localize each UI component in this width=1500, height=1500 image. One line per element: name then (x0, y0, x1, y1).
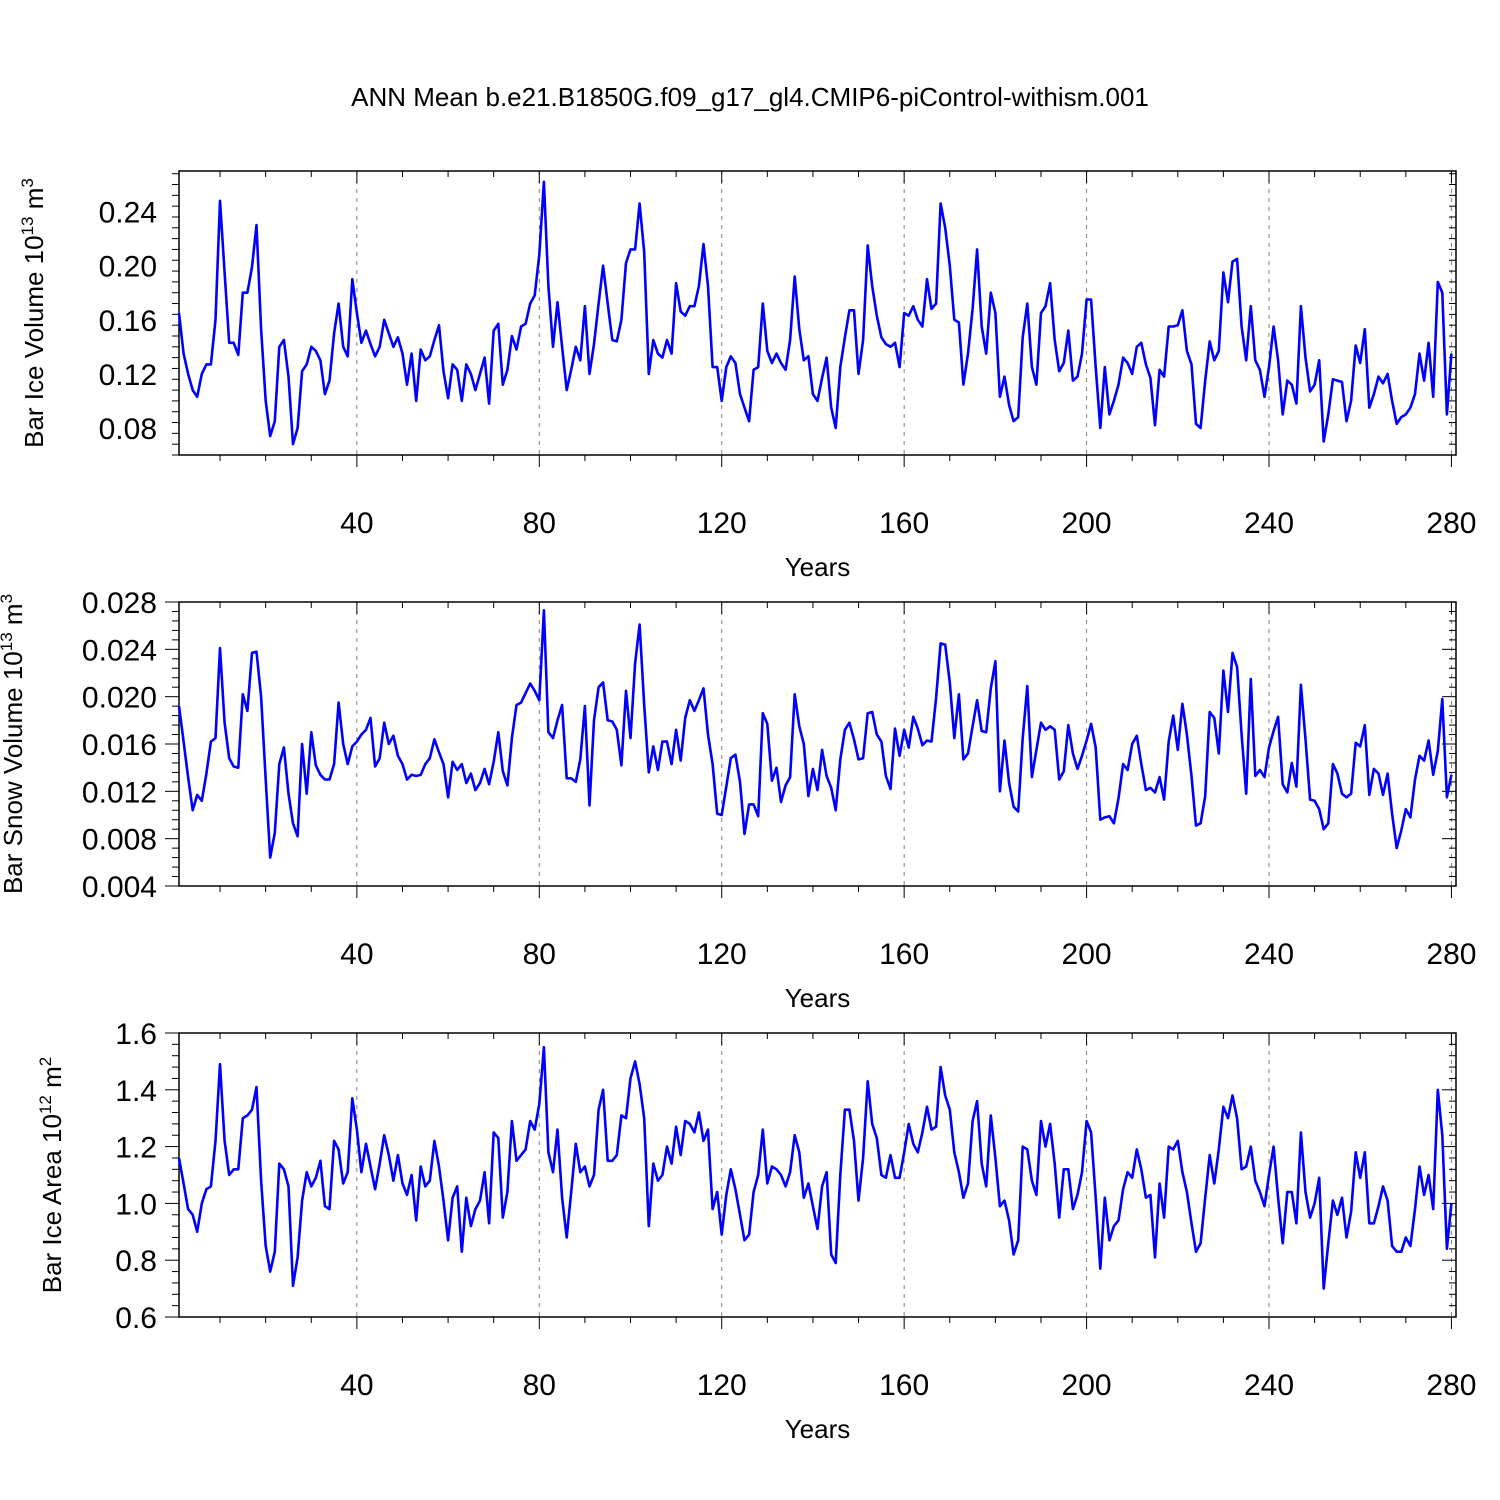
y-axis-title-exponent: 13 (18, 216, 37, 235)
x-tick-label: 200 (1062, 507, 1112, 540)
y-axis-title-text: Bar Ice Volume 10 (19, 235, 49, 447)
plot-frame (178, 601, 1457, 887)
x-tick-label: 240 (1244, 1369, 1294, 1402)
x-axis-title: Years (785, 1414, 851, 1444)
x-tick-label: 200 (1062, 1369, 1112, 1402)
plot-frame (178, 1032, 1457, 1318)
y-axis-title-exponent: 13 (0, 632, 16, 651)
series-line (177, 608, 1453, 859)
y-axis-title: Bar Snow Volume 1013 m3 (0, 594, 28, 894)
y-tick-label: 0.012 (82, 776, 157, 809)
y-tick-label: 0.12 (99, 359, 157, 392)
x-tick-label: 40 (340, 938, 373, 971)
series-line (177, 1045, 1453, 1290)
plot-frame (178, 170, 1457, 456)
panel-ice-area: 0.6 0.8 1.0 1.2 1.4 1.6 40 80 120 160 200 240 280 Yea… (36, 1018, 1476, 1444)
y-tick-label: 0.024 (82, 634, 157, 667)
x-axis-title: Years (785, 983, 851, 1013)
y-axis-title-unit: m (19, 188, 49, 217)
y-tick-label: 0.004 (82, 871, 157, 904)
panel-ice-volume: 0.08 0.12 0.16 0.20 0.24 40 80 120 160 200 240 280 Y… (18, 170, 1476, 582)
x-tick-label: 80 (523, 1369, 556, 1402)
y-axis-title-unit-exponent: 3 (18, 178, 37, 187)
x-tick-label: 280 (1426, 507, 1476, 540)
x-tick-label: 240 (1244, 507, 1294, 540)
panel-snow-volume: 0.004 0.008 0.012 0.016 0.020 0.024 0.028 40 80 1… (0, 587, 1476, 1013)
y-axis-title-text: Bar Snow Volume 10 (0, 651, 28, 894)
y-tick-label: 0.8 (115, 1245, 157, 1278)
y-tick-label: 0.24 (99, 197, 157, 230)
x-tick-label: 120 (697, 507, 747, 540)
y-tick-label: 1.2 (115, 1132, 157, 1165)
y-tick-label: 0.008 (82, 824, 157, 857)
y-tick-label: 1.4 (115, 1075, 157, 1108)
x-tick-label: 160 (879, 507, 929, 540)
y-axis-title-exponent: 12 (36, 1095, 55, 1114)
y-axis-title-unit: m (0, 603, 28, 632)
x-tick-label: 40 (340, 1369, 373, 1402)
figure-title: ANN Mean b.e21.B1850G.f09_g17_gl4.CMIP6-… (351, 82, 1149, 112)
y-tick-label: 1.0 (115, 1188, 157, 1221)
x-tick-label: 160 (879, 938, 929, 971)
x-tick-label: 80 (523, 507, 556, 540)
y-tick-label: 0.020 (82, 682, 157, 715)
y-axis-title-unit: m (37, 1066, 67, 1095)
y-tick-label: 0.08 (99, 413, 157, 446)
y-axis-title-text: Bar Ice Area 10 (37, 1114, 67, 1293)
x-tick-label: 120 (697, 1369, 747, 1402)
y-tick-label: 0.016 (82, 729, 157, 762)
series-line (177, 180, 1453, 446)
y-tick-label: 0.16 (99, 305, 157, 338)
y-axis-title: Bar Ice Volume 1013 m3 (18, 178, 49, 448)
y-tick-label: 1.6 (115, 1018, 157, 1051)
x-tick-label: 240 (1244, 938, 1294, 971)
x-tick-label: 120 (697, 938, 747, 971)
x-tick-label: 160 (879, 1369, 929, 1402)
y-axis-title-unit-exponent: 2 (36, 1057, 55, 1066)
x-tick-label: 280 (1426, 1369, 1476, 1402)
y-tick-label: 0.20 (99, 251, 157, 284)
x-tick-label: 280 (1426, 938, 1476, 971)
y-axis-title: Bar Ice Area 1012 m2 (36, 1057, 67, 1294)
x-tick-label: 40 (340, 507, 373, 540)
y-tick-label: 0.028 (82, 587, 157, 620)
y-tick-label: 0.6 (115, 1302, 157, 1335)
y-axis-title-unit-exponent: 3 (0, 594, 16, 603)
x-tick-label: 80 (523, 938, 556, 971)
x-axis-title: Years (785, 552, 851, 582)
x-tick-label: 200 (1062, 938, 1112, 971)
